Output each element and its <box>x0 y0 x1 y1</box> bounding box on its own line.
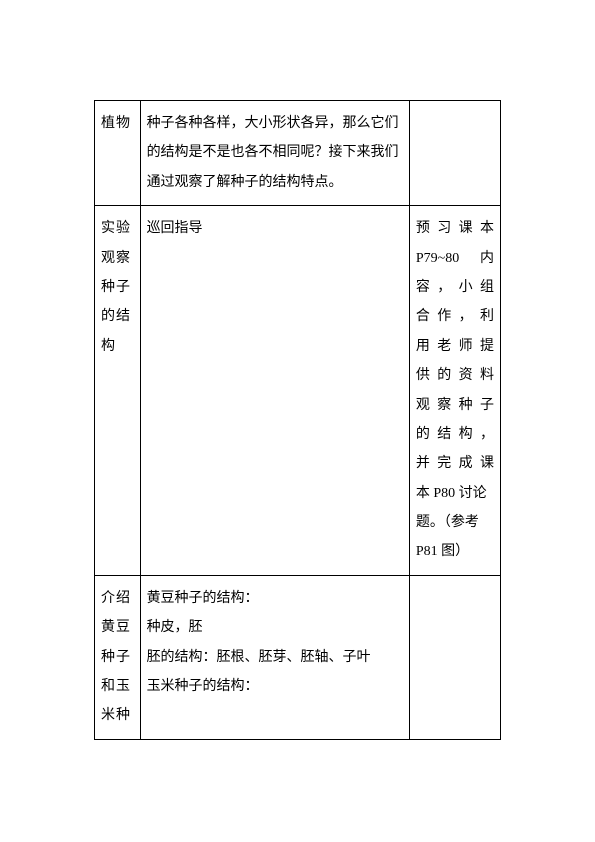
cell-col3 <box>409 575 500 739</box>
cell-col3: 预习课本P79~80 内容，小组合作，利用老师提供的资料观察种子的结构，并完成课… <box>409 206 500 576</box>
cell-col1: 实验观察种子的结构 <box>95 206 141 576</box>
lesson-table: 植物 种子各种各样，大小形状各异，那么它们的结构是不是也各不相同呢？接下来我们通… <box>94 100 501 740</box>
table-row: 介绍黄豆种子和玉米种 黄豆种子的结构：种皮，胚胚的结构：胚根、胚芽、胚轴、子叶玉… <box>95 575 501 739</box>
cell-col1: 植物 <box>95 101 141 206</box>
cell-col2: 种子各种各样，大小形状各异，那么它们的结构是不是也各不相同呢？接下来我们通过观察… <box>140 101 409 206</box>
cell-col3 <box>409 101 500 206</box>
cell-col2: 黄豆种子的结构：种皮，胚胚的结构：胚根、胚芽、胚轴、子叶玉米种子的结构： <box>140 575 409 739</box>
table-row: 植物 种子各种各样，大小形状各异，那么它们的结构是不是也各不相同呢？接下来我们通… <box>95 101 501 206</box>
cell-col2: 巡回指导 <box>140 206 409 576</box>
cell-col1: 介绍黄豆种子和玉米种 <box>95 575 141 739</box>
table-row: 实验观察种子的结构 巡回指导 预习课本P79~80 内容，小组合作，利用老师提供… <box>95 206 501 576</box>
